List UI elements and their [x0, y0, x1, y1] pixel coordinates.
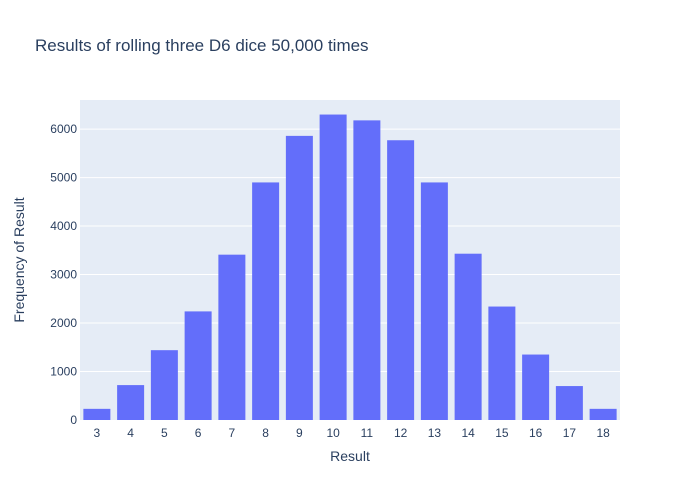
- bar-6: [184, 311, 212, 420]
- bar-17: [555, 386, 583, 420]
- bar-11: [353, 120, 381, 420]
- bars-layer: [83, 114, 617, 420]
- bar-15: [488, 306, 516, 420]
- y-tick-label: 5000: [50, 171, 77, 185]
- x-tick-label: 3: [94, 426, 101, 440]
- y-tick-label: 3000: [50, 268, 77, 282]
- bar-3: [83, 408, 111, 420]
- x-tick-label: 10: [326, 426, 340, 440]
- bar-10: [319, 114, 347, 420]
- y-tick-label: 2000: [50, 316, 77, 330]
- x-tick-label: 12: [394, 426, 408, 440]
- x-axis-title: Result: [330, 448, 370, 464]
- bar-13: [420, 182, 448, 420]
- x-tick-label: 18: [596, 426, 610, 440]
- bar-12: [387, 140, 415, 420]
- x-tick-label: 13: [428, 426, 442, 440]
- y-tick-label: 4000: [50, 219, 77, 233]
- x-tick-label: 4: [127, 426, 134, 440]
- y-tick-label: 0: [70, 413, 77, 427]
- x-tick-label: 9: [296, 426, 303, 440]
- x-tick-label: 16: [529, 426, 543, 440]
- bar-9: [285, 135, 313, 420]
- x-tick-label: 14: [461, 426, 475, 440]
- bar-4: [117, 385, 145, 420]
- chart-title: Results of rolling three D6 dice 50,000 …: [35, 36, 369, 55]
- x-tick-label: 8: [262, 426, 269, 440]
- bar-14: [454, 253, 482, 420]
- y-tick-label: 6000: [50, 122, 77, 136]
- x-tick-labels: 3 4 5 6 7 8 9 10 11 12 13 14 15 16 17 18: [94, 426, 611, 440]
- x-tick-label: 15: [495, 426, 509, 440]
- x-tick-label: 6: [195, 426, 202, 440]
- x-tick-label: 7: [229, 426, 236, 440]
- bar-5: [150, 350, 178, 420]
- bar-7: [218, 254, 246, 420]
- y-axis-title: Frequency of Result: [11, 197, 27, 322]
- x-tick-label: 5: [161, 426, 168, 440]
- y-tick-label: 1000: [50, 365, 77, 379]
- x-tick-label: 11: [361, 426, 374, 440]
- bar-8: [252, 182, 280, 420]
- y-tick-labels: 0 1000 2000 3000 4000 5000 6000: [50, 122, 77, 427]
- bar-18: [589, 408, 617, 420]
- x-tick-label: 17: [563, 426, 577, 440]
- bar-16: [522, 354, 550, 420]
